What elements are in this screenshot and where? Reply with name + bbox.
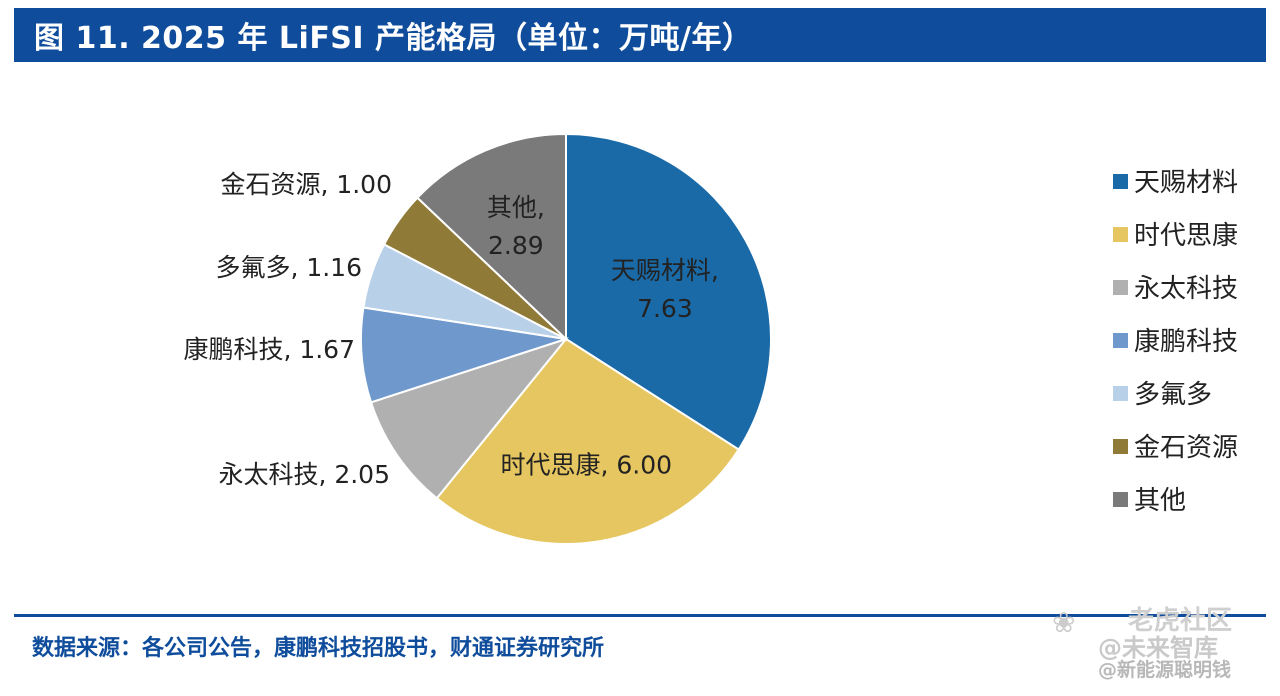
pie-chart: 天赐材料, 7.63 时代思康, 6.00 永太科技, 2.05 康鹏科技, 1.67 多… [183, 132, 1238, 545]
legend-label-3: 永太科技 [1134, 274, 1238, 304]
legend-label-4: 康鹏科技 [1134, 327, 1238, 357]
source-note: 数据来源：各公司公告，康鹏科技招股书，财通证券研究所 [32, 636, 605, 661]
watermark-line-3: @新能源聪明钱 [1098, 659, 1232, 681]
pie-slice-3 [369, 337, 569, 500]
slice-label-6: 金石资源, 1.00 [220, 170, 392, 199]
legend-swatch-4 [1113, 333, 1128, 348]
legend-label-2: 时代思康 [1134, 221, 1238, 251]
watermark-line-1: 老虎社区 [1128, 606, 1233, 636]
footer-rule [14, 614, 1266, 617]
legend-label-6: 金石资源 [1134, 433, 1238, 463]
slice-label-2: 时代思康, 6.00 [500, 450, 672, 479]
legend-swatch-7 [1113, 492, 1128, 507]
legend-swatch-1 [1113, 174, 1128, 189]
legend-label-1: 天赐材料 [1134, 168, 1238, 198]
slice-label-7: 其他, 2.89 [487, 193, 545, 260]
slice-labels: 天赐材料, 7.63 时代思康, 6.00 永太科技, 2.05 康鹏科技, 1.67 多… [183, 170, 718, 489]
legend-swatch-5 [1113, 386, 1128, 401]
pie-slice-2 [435, 337, 741, 545]
pie-slice-7 [416, 132, 567, 342]
slice-label-5: 多氟多, 1.16 [215, 253, 362, 282]
pie-slices [360, 132, 772, 545]
chart-title: 图 11. 2025 年 LiFSI 产能格局（单位：万吨/年） [14, 8, 1266, 62]
legend-label-5: 多氟多 [1134, 380, 1212, 410]
legend-label-7: 其他 [1134, 486, 1186, 516]
slice-label-4: 康鹏科技, 1.67 [183, 335, 355, 364]
watermark-line-2: @未来智库 [1098, 634, 1218, 662]
legend-swatch-2 [1113, 227, 1128, 242]
slice-label-1: 天赐材料, 7.63 [611, 256, 719, 323]
slice-label-3: 永太科技, 2.05 [218, 460, 390, 489]
paw-icon: ❀ [1052, 606, 1076, 639]
legend-swatch-6 [1113, 439, 1128, 454]
legend-swatch-3 [1113, 280, 1128, 295]
